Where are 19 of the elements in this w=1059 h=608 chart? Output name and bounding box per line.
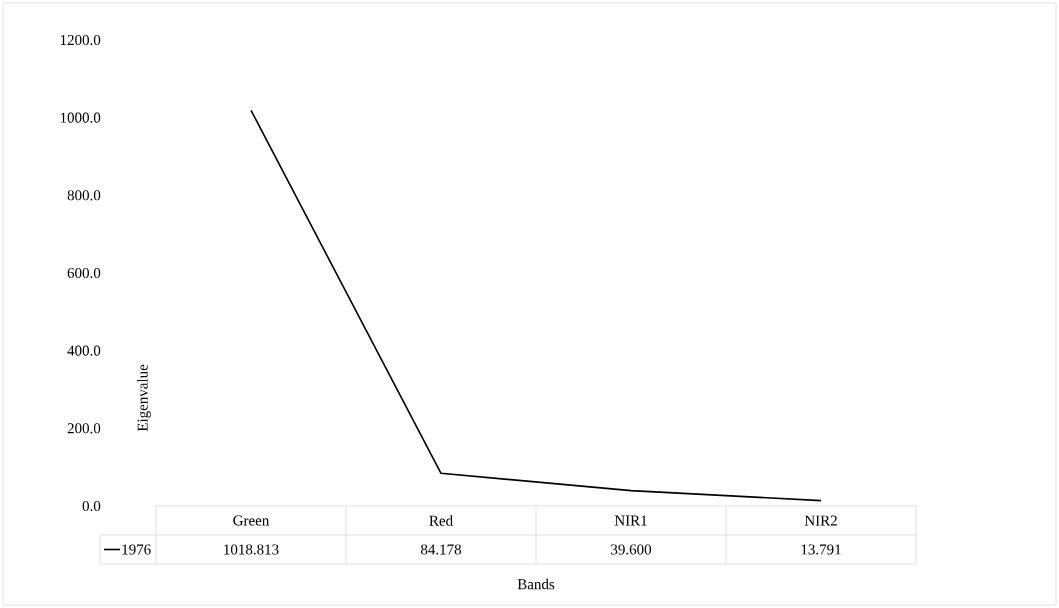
data-label: 84.178 [420,544,462,555]
y-tick-label: 0.0 [82,500,101,512]
legend-label: 1976 [122,544,151,555]
y-tick-label: 1000.0 [60,112,101,123]
y-tick-label: 800.0 [67,190,101,201]
y-tick-label: 400.0 [67,345,101,356]
data-label: 39.600 [611,544,652,555]
x-tick-label: Green [233,515,270,526]
x-tick-label: NIR2 [804,515,837,526]
data-label: 13.791 [801,544,841,555]
x-tick-label: NIR1 [614,515,647,526]
y-tick-label: 600.0 [67,267,101,279]
x-tick-label: Red [429,515,453,526]
y-axis-title: Eigenvalue [137,364,151,432]
line-series [250,109,822,502]
data-label: 1018.813 [224,544,279,555]
y-tick-label: 1200.0 [60,34,101,46]
y-tick-label: 200.0 [67,423,101,434]
x-axis-title: Bands [517,578,555,590]
